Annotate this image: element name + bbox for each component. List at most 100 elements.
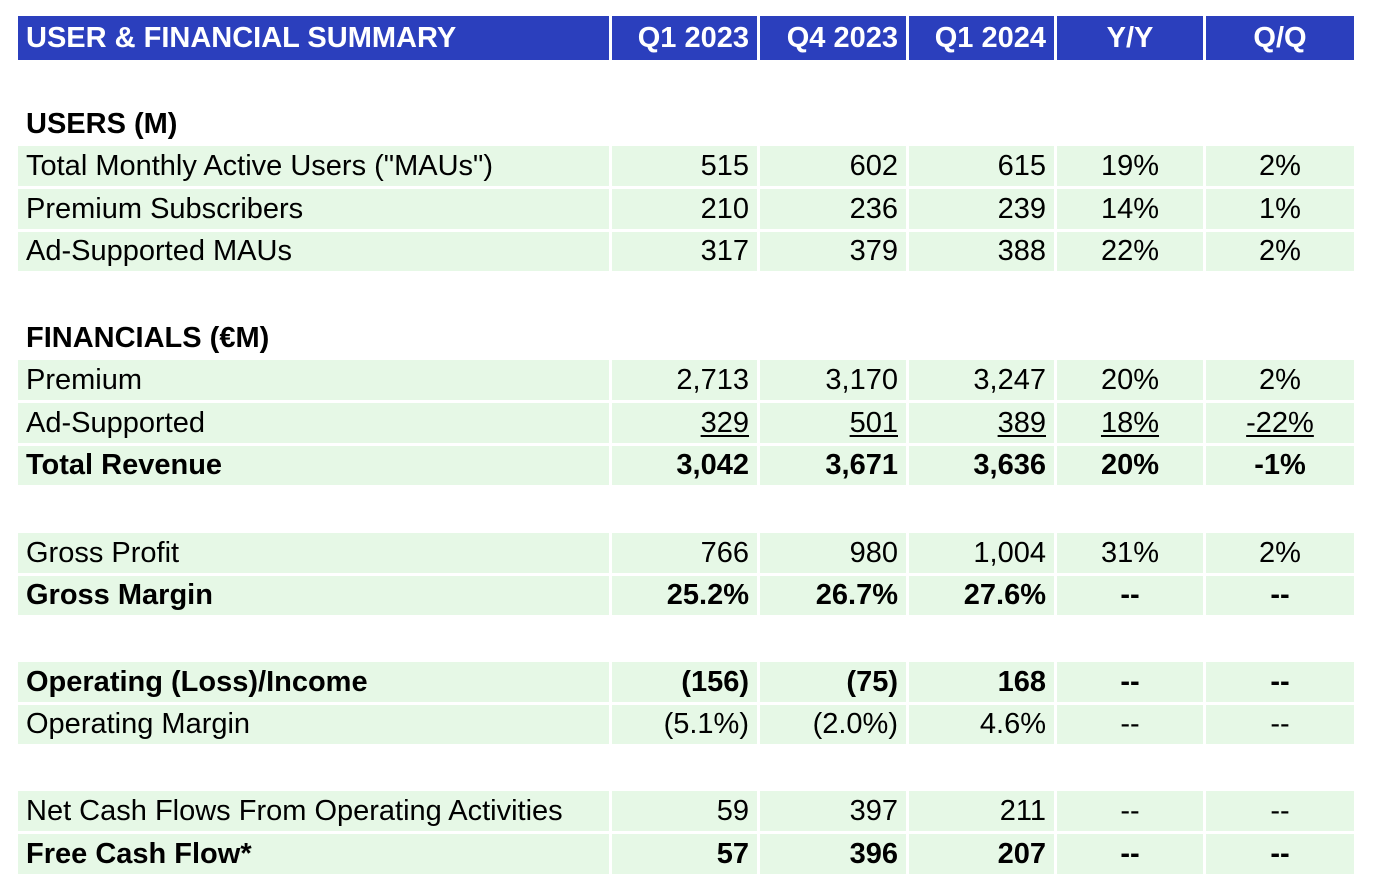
cell-q1-2023: 57 — [612, 834, 760, 874]
row-label: Operating Margin — [18, 705, 612, 744]
col-header-qq: Q/Q — [1253, 21, 1307, 54]
section-users: USERS (M) — [18, 102, 1354, 146]
cell-q1-2023: 210 — [612, 189, 760, 229]
cell-q4-2023: 602 — [760, 146, 909, 186]
table-row: Premium Subscribers 210 236 239 14% 1% — [18, 189, 1354, 232]
spacer — [18, 618, 1354, 662]
cell-yy: -- — [1057, 791, 1206, 831]
cell-yy: 31% — [1057, 533, 1206, 573]
spacer — [18, 274, 1354, 316]
cell-q1-2023: 3,042 — [612, 446, 760, 485]
row-label: Total Revenue — [18, 446, 612, 485]
table-row: Ad-Supported MAUs 317 379 388 22% 2% — [18, 232, 1354, 274]
cell-q1-2023: (5.1%) — [612, 705, 760, 744]
row-label: Gross Profit — [18, 533, 612, 573]
cell-q1-2023: 25.2% — [612, 576, 760, 615]
table-row: Total Monthly Active Users ("MAUs") 515 … — [18, 146, 1354, 189]
cell-q1-2023: 59 — [612, 791, 760, 831]
spacer — [18, 747, 1354, 791]
cell-yy: 20% — [1057, 446, 1206, 485]
cell-value: 389 — [997, 406, 1046, 439]
cell-qq: 2% — [1259, 536, 1301, 569]
table-row: Net Cash Flows From Operating Activities… — [18, 791, 1354, 834]
cell-q1-2024: 168 — [909, 662, 1057, 702]
cell-qq: -22% — [1206, 403, 1354, 443]
cell-yy: 22% — [1057, 232, 1206, 271]
col-header-q4-2023: Q4 2023 — [760, 16, 909, 60]
cell-yy: 14% — [1057, 189, 1206, 229]
cell-qq: -- — [1270, 708, 1290, 740]
row-label: Operating (Loss)/Income — [18, 662, 612, 702]
cell-value: 501 — [849, 406, 898, 439]
cell-yy: 20% — [1057, 360, 1206, 400]
table-row: Gross Profit 766 980 1,004 31% 2% — [18, 533, 1354, 576]
table-row: Operating (Loss)/Income (156) (75) 168 -… — [18, 662, 1354, 705]
cell-q1-2024: 1,004 — [909, 533, 1057, 573]
cell-q4-2023: 236 — [760, 189, 909, 229]
table-row: Total Revenue 3,042 3,671 3,636 20% -1% — [18, 446, 1354, 488]
cell-qq: 1% — [1259, 192, 1301, 225]
cell-qq: -- — [1270, 837, 1290, 870]
cell-q1-2024: 615 — [909, 146, 1057, 186]
row-label: Premium Subscribers — [18, 189, 612, 229]
cell-q4-2023: 3,170 — [760, 360, 909, 400]
cell-yy: -- — [1057, 834, 1206, 874]
cell-qq: -- — [1270, 579, 1290, 611]
section-title: FINANCIALS (€M) — [26, 321, 270, 354]
cell-value: -22% — [1246, 406, 1314, 439]
cell-q1-2024: 4.6% — [909, 705, 1057, 744]
cell-q1-2023: 317 — [612, 232, 760, 271]
cell-q1-2024: 211 — [909, 791, 1057, 831]
cell-q4-2023: (75) — [760, 662, 909, 702]
cell-q1-2023: 329 — [612, 403, 760, 443]
col-header-q1-2023: Q1 2023 — [612, 16, 760, 60]
cell-q4-2023: 980 — [760, 533, 909, 573]
row-label: Ad-Supported — [18, 403, 612, 443]
row-label: Gross Margin — [18, 576, 612, 615]
table-row: Free Cash Flow* 57 396 207 -- -- — [18, 834, 1354, 877]
cell-q1-2024: 389 — [909, 403, 1057, 443]
cell-q1-2024: 239 — [909, 189, 1057, 229]
spacer — [18, 60, 1354, 102]
cell-q1-2024: 3,636 — [909, 446, 1057, 485]
cell-value: 18% — [1100, 406, 1160, 439]
table-row: Operating Margin (5.1%) (2.0%) 4.6% -- -… — [18, 705, 1354, 747]
cell-yy: 19% — [1057, 146, 1206, 186]
section-title: USERS (M) — [26, 107, 178, 140]
row-label: Total Monthly Active Users ("MAUs") — [18, 146, 612, 186]
cell-qq: 2% — [1259, 149, 1301, 182]
spacer — [18, 488, 1354, 533]
col-header-q1-2024: Q1 2024 — [909, 16, 1057, 60]
cell-q1-2023: 2,713 — [612, 360, 760, 400]
cell-q1-2023: 515 — [612, 146, 760, 186]
cell-q4-2023: 3,671 — [760, 446, 909, 485]
cell-yy: -- — [1057, 705, 1206, 744]
table-header: USER & FINANCIAL SUMMARY Q1 2023 Q4 2023… — [18, 16, 1354, 60]
cell-q4-2023: (2.0%) — [760, 705, 909, 744]
cell-q4-2023: 501 — [760, 403, 909, 443]
cell-yy: 18% — [1057, 403, 1206, 443]
cell-q1-2023: (156) — [612, 662, 760, 702]
financial-summary-table: USER & FINANCIAL SUMMARY Q1 2023 Q4 2023… — [18, 16, 1354, 877]
row-label: Free Cash Flow* — [18, 834, 612, 874]
cell-qq: -1% — [1254, 449, 1306, 481]
cell-q1-2023: 766 — [612, 533, 760, 573]
cell-qq: -- — [1270, 665, 1290, 698]
cell-q4-2023: 379 — [760, 232, 909, 271]
cell-qq: -- — [1270, 794, 1290, 827]
table-row: Gross Margin 25.2% 26.7% 27.6% -- -- — [18, 576, 1354, 618]
cell-yy: -- — [1057, 576, 1206, 615]
row-label: Net Cash Flows From Operating Activities — [18, 791, 612, 831]
cell-q1-2024: 207 — [909, 834, 1057, 874]
cell-q1-2024: 3,247 — [909, 360, 1057, 400]
cell-q4-2023: 396 — [760, 834, 909, 874]
col-header-yy: Y/Y — [1057, 16, 1206, 60]
table-title: USER & FINANCIAL SUMMARY — [18, 16, 612, 60]
cell-value: 329 — [700, 406, 749, 439]
row-label: Ad-Supported MAUs — [18, 232, 612, 271]
cell-qq: 2% — [1259, 363, 1301, 396]
table-row: Ad-Supported 329 501 389 18% -22% — [18, 403, 1354, 446]
row-label: Premium — [18, 360, 612, 400]
cell-q1-2024: 388 — [909, 232, 1057, 271]
cell-qq: 2% — [1259, 235, 1301, 267]
